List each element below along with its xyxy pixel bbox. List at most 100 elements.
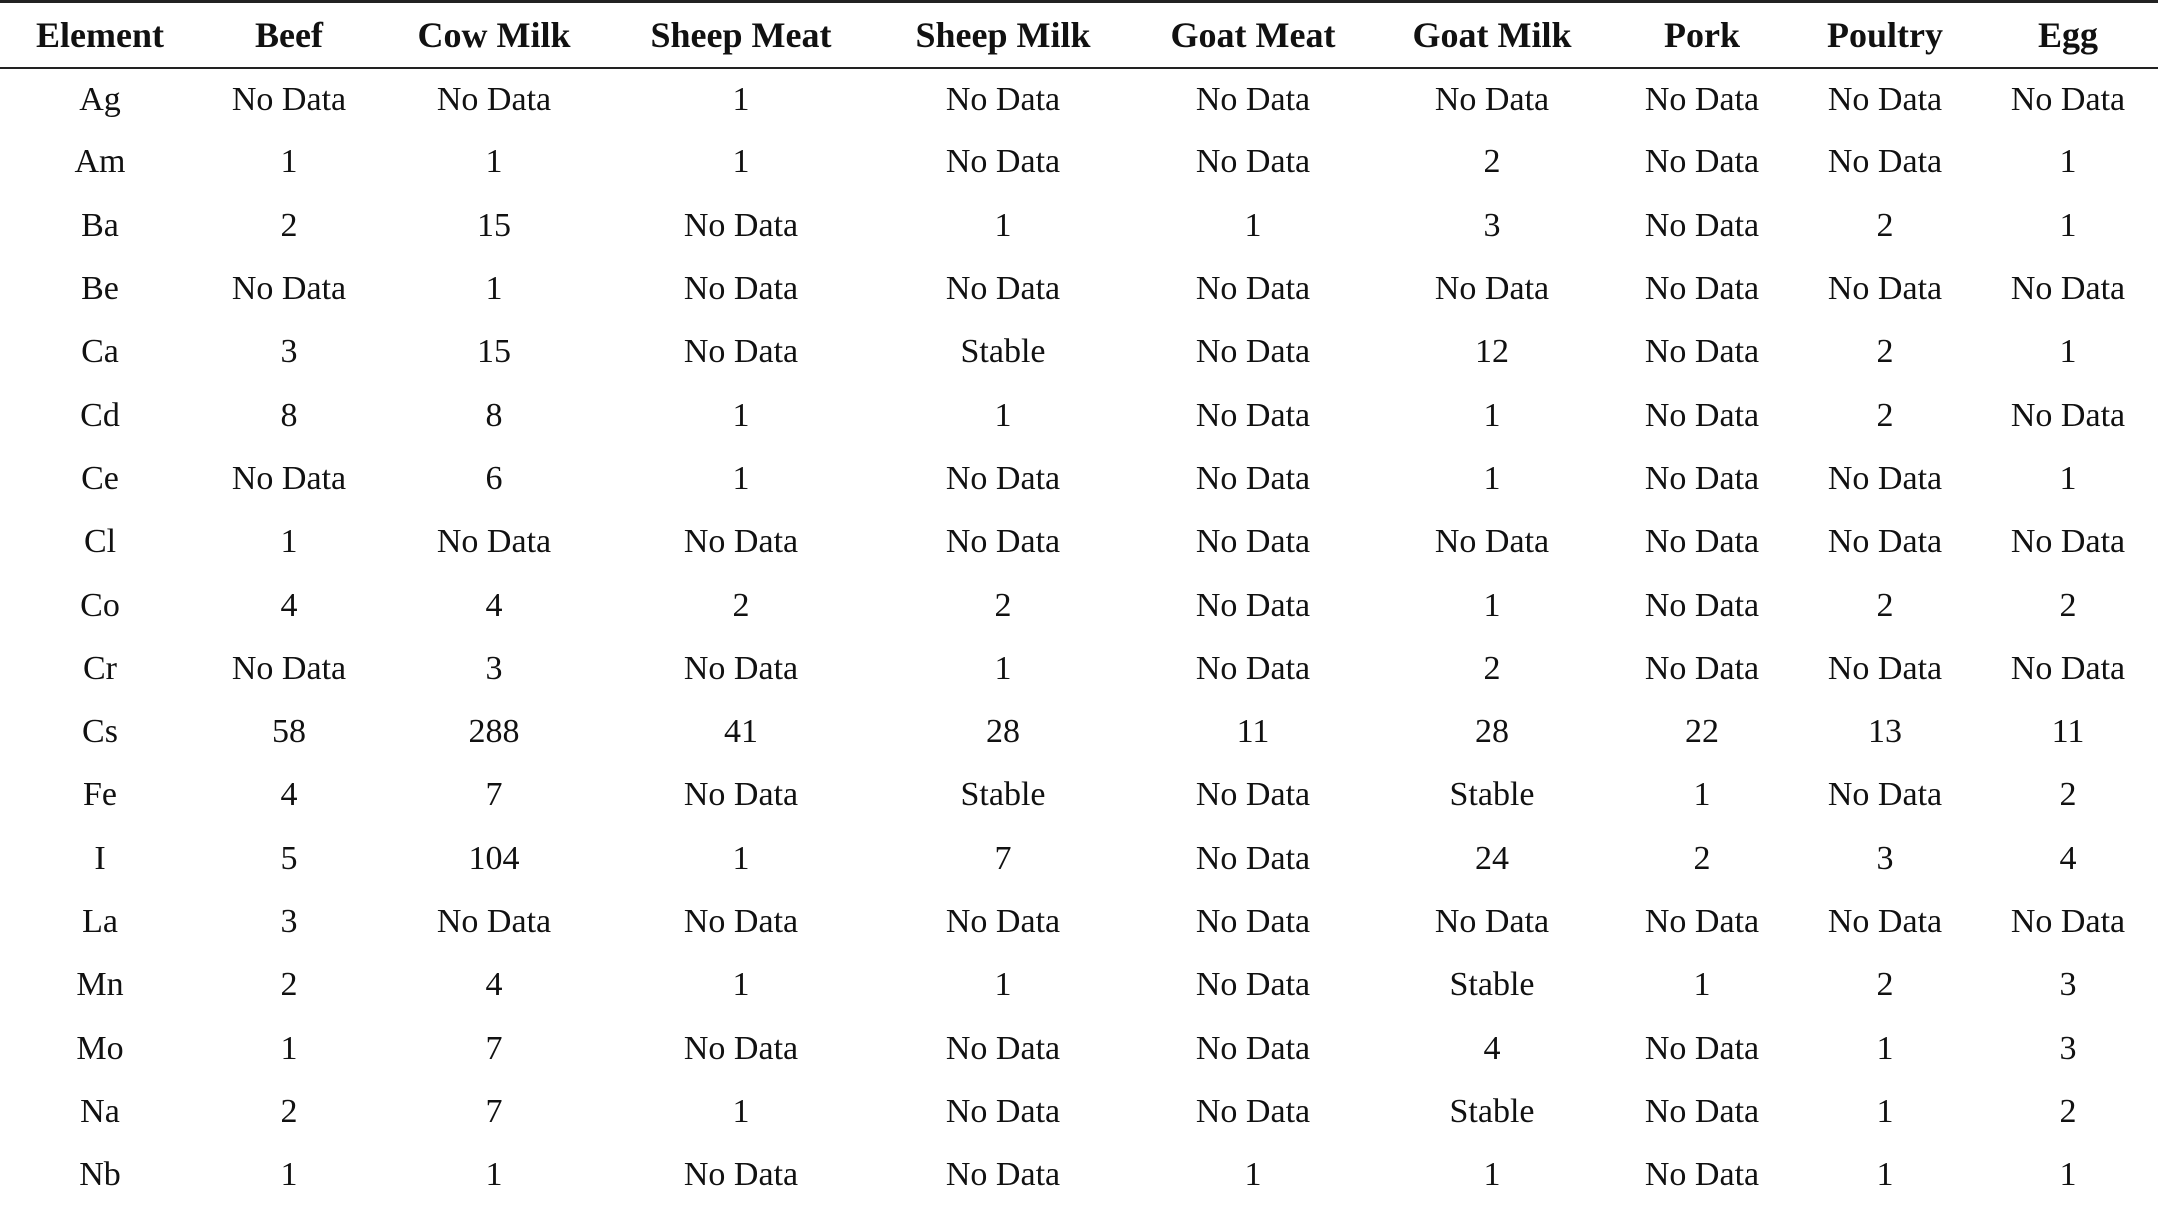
value-cell: 1 [994, 206, 1012, 244]
value-cell: 3 [1876, 839, 1894, 877]
value-cell: 1 [1876, 1156, 1894, 1194]
value-cell: No Data [231, 649, 347, 687]
value-cell: 1 [485, 143, 503, 181]
value-cell: 1 [1693, 966, 1711, 1004]
value-cell: 11 [1236, 713, 1270, 751]
value-cell: No Data [231, 270, 347, 308]
element-cell: Na [80, 1092, 120, 1130]
value-cell: 1 [732, 80, 750, 118]
column-header-pork: Pork [1612, 0, 1792, 69]
value-cell: No Data [945, 903, 1061, 940]
element-cell: I [94, 839, 106, 877]
value-cell: No Data [2010, 270, 2126, 308]
value-cell: No Data [1827, 523, 1943, 561]
value-cell: 1 [1244, 1156, 1262, 1194]
value-cell: No Data [1644, 80, 1760, 118]
value-cell: No Data [1644, 206, 1760, 244]
value-cell: 2 [732, 586, 750, 624]
element-cell: Cr [83, 649, 117, 687]
value-cell: 2 [1876, 333, 1894, 371]
value-cell: No Data [945, 1092, 1061, 1130]
value-cell: 1 [732, 459, 750, 497]
value-cell: 4 [280, 776, 298, 814]
table-row: Nb 1 1 No Data No Data 1 1 No Data 1 1 [0, 1144, 2158, 1207]
value-cell: 1 [1483, 1156, 1501, 1194]
value-cell: 1 [1244, 206, 1262, 244]
value-cell: 22 [1685, 713, 1719, 751]
column-header-goat-milk: Goat Milk [1372, 0, 1612, 69]
value-cell: No Data [2010, 523, 2126, 561]
value-cell: 1 [1693, 776, 1711, 814]
value-cell: 2 [1483, 143, 1501, 181]
value-cell: 2 [1876, 586, 1894, 624]
value-cell: 1 [732, 143, 750, 181]
value-cell: No Data [1644, 649, 1760, 687]
table-row: Cr No Data 3 No Data 1 No Data 2 No Data No Data… [0, 637, 2158, 700]
value-cell: No Data [1827, 80, 1943, 118]
value-cell: 15 [477, 206, 511, 244]
value-cell: 28 [986, 713, 1020, 751]
value-cell: No Data [1827, 776, 1943, 814]
value-cell: 2 [2059, 1092, 2077, 1130]
value-cell: 7 [485, 776, 503, 814]
value-cell: No Data [945, 1156, 1061, 1194]
value-cell: No Data [1434, 903, 1550, 940]
value-cell: 1 [280, 1029, 298, 1067]
value-cell: 15 [477, 333, 511, 371]
table-row: Ba 2 15 No Data 1 1 3 No Data 2 1 [0, 194, 2158, 257]
value-cell: No Data [945, 1029, 1061, 1067]
value-cell: No Data [1644, 586, 1760, 624]
value-cell: 2 [1483, 649, 1501, 687]
element-cell: Ce [81, 459, 119, 497]
value-cell: Stable [1449, 966, 1535, 1004]
value-cell: No Data [1827, 459, 1943, 497]
value-cell: 4 [485, 966, 503, 1004]
element-cell: Fe [83, 776, 117, 814]
value-cell: 1 [2059, 206, 2077, 244]
value-cell: No Data [1195, 903, 1311, 940]
value-cell: 4 [485, 586, 503, 624]
element-cell: Mo [76, 1029, 124, 1067]
value-cell: No Data [1644, 1156, 1760, 1194]
value-cell: 24 [1475, 839, 1509, 877]
value-cell: 7 [485, 1029, 503, 1067]
value-cell: No Data [1195, 143, 1311, 181]
table-header: Element Beef Cow Milk Sheep Meat Sheep Milk G… [0, 0, 2158, 69]
value-cell: No Data [436, 903, 552, 940]
value-cell: 8 [485, 396, 503, 434]
table-row: Co 4 4 2 2 No Data 1 No Data 2 2 [0, 574, 2158, 637]
value-cell: 288 [468, 713, 520, 751]
value-cell: No Data [945, 143, 1061, 181]
table-row: Cs 58 288 41 28 11 28 22 13 11 [0, 700, 2158, 763]
value-cell: No Data [683, 1156, 799, 1194]
value-cell: No Data [683, 903, 799, 940]
element-cell: La [82, 903, 118, 940]
value-cell: No Data [1644, 333, 1760, 371]
value-cell: No Data [1195, 333, 1311, 371]
value-cell: No Data [1195, 776, 1311, 814]
element-cell: Ba [81, 206, 119, 244]
value-cell: 1 [485, 1156, 503, 1194]
table-row: Ce No Data 6 1 No Data No Data 1 No Data No Data… [0, 447, 2158, 510]
value-cell: No Data [1195, 396, 1311, 434]
table-row: I 5 104 1 7 No Data 24 2 3 4 [0, 827, 2158, 890]
value-cell: 1 [280, 143, 298, 181]
column-header-sheep-meat: Sheep Meat [610, 0, 872, 69]
value-cell: Stable [1449, 1092, 1535, 1130]
value-cell: 2 [280, 966, 298, 1004]
value-cell: No Data [1644, 396, 1760, 434]
value-cell: 4 [2059, 839, 2077, 877]
value-cell: No Data [2010, 649, 2126, 687]
value-cell: 1 [1483, 586, 1501, 624]
value-cell: No Data [231, 459, 347, 497]
element-cell: Be [81, 270, 119, 308]
value-cell: No Data [1195, 586, 1311, 624]
value-cell: 11 [2051, 713, 2085, 751]
value-cell: 1 [485, 270, 503, 308]
value-cell: No Data [2010, 80, 2126, 118]
value-cell: 3 [280, 903, 298, 940]
value-cell: 2 [2059, 776, 2077, 814]
value-cell: 3 [2059, 1029, 2077, 1067]
